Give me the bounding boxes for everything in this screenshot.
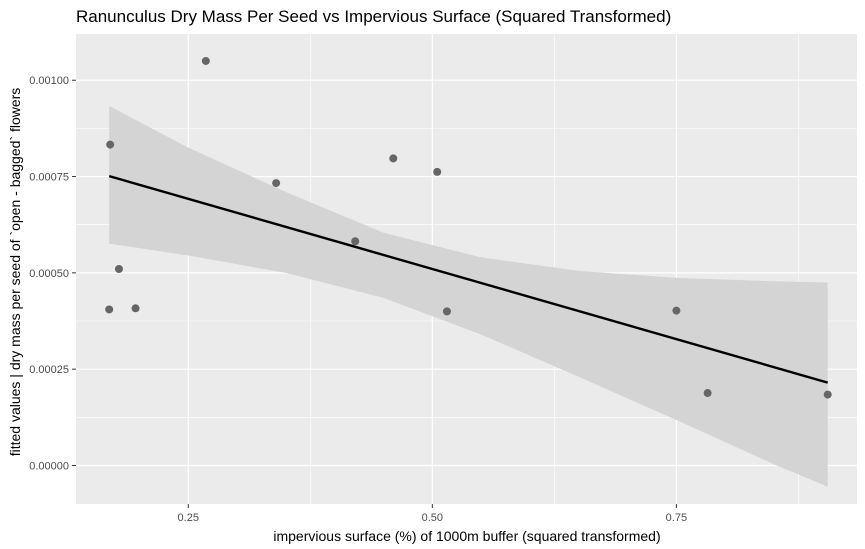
chart-title: Ranunculus Dry Mass Per Seed vs Impervio… — [76, 7, 671, 26]
data-point — [823, 390, 832, 399]
data-point — [106, 140, 115, 149]
y-tick-label: 0.00050 — [29, 268, 69, 280]
y-axis-title: fitted values | dry mass per seed of `op… — [7, 88, 23, 457]
data-points — [105, 56, 832, 399]
y-tick-label: 0.00025 — [29, 364, 69, 376]
y-axis-ticks: 0.00000 0.00025 0.00050 0.00075 0.00100 — [29, 75, 76, 472]
x-tick-label: 0.25 — [178, 512, 199, 524]
data-point — [105, 305, 114, 314]
x-axis-ticks: 0.25 0.50 0.75 — [178, 504, 687, 524]
confidence-band — [109, 106, 828, 487]
x-tick-label: 0.50 — [422, 512, 443, 524]
x-tick-label: 0.75 — [666, 512, 687, 524]
y-tick-label: 0.00000 — [29, 460, 69, 472]
data-point — [201, 56, 210, 65]
data-point — [131, 304, 140, 313]
data-point — [351, 237, 360, 246]
y-tick-label: 0.00075 — [29, 172, 69, 184]
y-tick-label: 0.00100 — [29, 75, 69, 87]
data-point — [442, 307, 451, 316]
data-point — [703, 389, 712, 398]
data-point — [433, 167, 442, 176]
regression-line — [108, 175, 829, 384]
major-gridlines — [76, 34, 857, 504]
data-point — [114, 265, 123, 273]
data-point — [672, 306, 681, 315]
x-axis-title: impervious surface (%) of 1000m buffer (… — [273, 528, 660, 544]
data-point — [389, 154, 398, 163]
data-point — [272, 179, 281, 188]
